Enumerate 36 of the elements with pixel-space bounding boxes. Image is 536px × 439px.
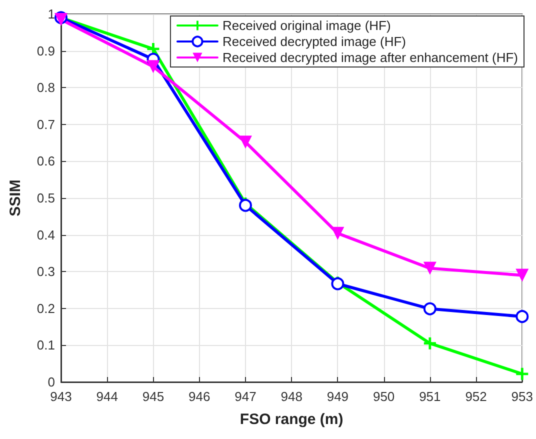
point: [423, 262, 436, 275]
y-tick-label: 0: [48, 374, 55, 390]
y-tick-label: 0.6: [36, 154, 55, 169]
point: [238, 136, 252, 149]
y-tick-label: 1: [48, 6, 55, 22]
x-tick-label: 948: [280, 389, 302, 404]
x-tick-label: 944: [96, 389, 118, 404]
x-tick-label: 945: [142, 389, 164, 404]
y-tick-label: 0.2: [36, 300, 55, 316]
point: [516, 368, 528, 380]
y-tick-label: 0.4: [36, 227, 55, 242]
x-tick-label: 952: [465, 389, 487, 404]
y-tick-label: 0.3: [36, 264, 55, 280]
x-tick-label: 947: [234, 389, 256, 404]
legend-label: Received decrypted image (HF): [222, 34, 406, 49]
y-tick-label: 0.8: [36, 80, 55, 96]
point: [516, 268, 529, 282]
y-tick-label: 0.1: [36, 338, 55, 353]
x-axis-title: FSO range (m): [240, 411, 344, 428]
x-tick-label: 943: [50, 389, 72, 404]
point: [423, 302, 436, 316]
x-tick-label: 946: [188, 389, 210, 404]
point: [424, 337, 436, 350]
x-tick-label: 950: [372, 389, 395, 404]
legend-label: Received decrypted image after enhancement (HF): [222, 50, 518, 65]
x-tick-label: 949: [326, 389, 349, 404]
y-tick-label: 0.5: [36, 190, 55, 206]
x-tick-label: 953: [511, 389, 534, 404]
y-tick-label: 0.7: [36, 116, 55, 132]
y-axis-title: SSIM: [7, 180, 24, 216]
legend-label: Received original image (HF): [222, 18, 391, 33]
point: [331, 226, 344, 240]
y-tick-label: 0.9: [36, 43, 55, 58]
x-tick-label: 951: [419, 389, 441, 404]
point: [516, 310, 529, 323]
point: [146, 60, 160, 74]
